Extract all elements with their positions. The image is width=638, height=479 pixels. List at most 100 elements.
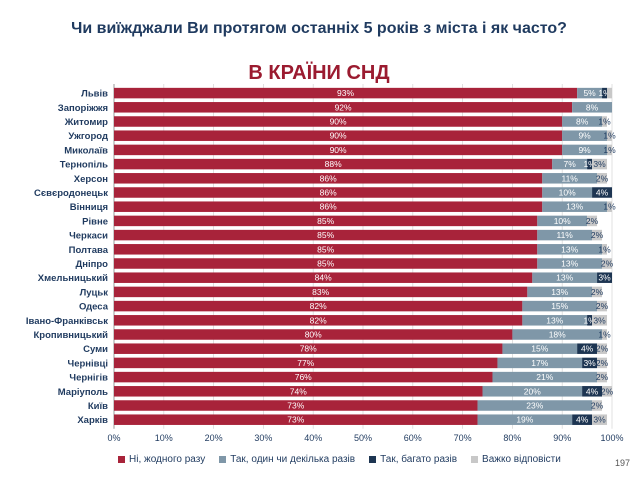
- category-label: Одеса: [79, 302, 109, 313]
- data-label: 2%: [596, 301, 609, 311]
- bar-segment: [582, 386, 603, 397]
- bar-segment: [542, 201, 608, 212]
- bar-segment: [114, 386, 483, 397]
- category-label: Черкаси: [69, 231, 108, 242]
- category-label: Вінниця: [70, 202, 108, 213]
- bar-segment: [114, 144, 563, 156]
- bar-segment: [597, 300, 608, 312]
- bar-segment: [512, 329, 603, 340]
- data-label: 1%: [598, 244, 611, 254]
- bar-segment: [114, 158, 553, 170]
- bar-segment: [114, 286, 528, 298]
- data-label: 90%: [330, 131, 347, 141]
- data-label: 85%: [317, 244, 334, 254]
- data-label: 4%: [596, 188, 609, 198]
- bar-segment: [602, 87, 608, 99]
- category-label: Тернопіль: [60, 160, 108, 171]
- bar-segment: [502, 343, 578, 354]
- category-label: Івано-Франківськ: [26, 316, 108, 327]
- data-label: 19%: [516, 415, 533, 425]
- legend-item: Важко відповісти: [471, 454, 561, 465]
- chart-subtitle: В КРАЇНИ СНД: [248, 62, 390, 84]
- category-label: Миколаїв: [64, 145, 108, 156]
- data-label: 20%: [524, 386, 541, 396]
- data-label: 17%: [531, 358, 548, 368]
- bar-segment: [114, 357, 498, 369]
- category-label: Сєвєродонецьк: [34, 188, 108, 199]
- data-label: 90%: [330, 145, 347, 155]
- category-label: Львів: [81, 89, 108, 100]
- bar-segment: [497, 357, 583, 369]
- category-label: Ужгород: [68, 131, 108, 142]
- data-label: 86%: [320, 188, 337, 198]
- bar-segment: [602, 244, 608, 255]
- data-label: 2%: [591, 401, 604, 411]
- data-label: 2%: [601, 259, 614, 269]
- data-label: 76%: [295, 372, 312, 382]
- x-tick-label: 10%: [155, 433, 173, 443]
- category-label: Запоріжжя: [58, 103, 108, 114]
- bar-segment: [482, 386, 583, 397]
- data-label: 13%: [556, 273, 573, 283]
- bar-segment: [114, 258, 538, 269]
- category-label: Суми: [83, 344, 108, 355]
- data-label: 83%: [312, 287, 329, 297]
- data-label: 73%: [287, 401, 304, 411]
- x-tick-label: 90%: [553, 433, 571, 443]
- data-label: 92%: [335, 102, 352, 112]
- bar-segment: [114, 102, 573, 113]
- bar-segment: [537, 229, 593, 241]
- legend-label: Так, один чи декілька разів: [230, 453, 356, 465]
- bar-segment: [597, 272, 612, 283]
- data-label: 13%: [561, 259, 578, 269]
- data-label: 82%: [310, 315, 327, 325]
- x-tick-label: 70%: [454, 433, 472, 443]
- bar-segment: [607, 87, 612, 99]
- data-label: 85%: [317, 216, 334, 226]
- category-label: Чернігів: [69, 373, 108, 384]
- bar-segment: [114, 300, 523, 312]
- data-label: 2%: [596, 358, 609, 368]
- bar-segment: [592, 158, 608, 170]
- category-label: Київ: [88, 401, 108, 412]
- data-label: 11%: [561, 173, 578, 183]
- data-label: 15%: [551, 301, 568, 311]
- bar-segment: [562, 116, 603, 127]
- data-label: 80%: [305, 330, 322, 340]
- bar-segment: [587, 158, 593, 170]
- data-label: 13%: [551, 287, 568, 297]
- category-label: Маріуполь: [58, 387, 108, 398]
- bar-segment: [114, 272, 533, 283]
- x-tick-label: 20%: [205, 433, 223, 443]
- legend-item: Так, багато разів: [369, 454, 457, 465]
- bar-segment: [477, 414, 573, 425]
- category-label: Рівне: [82, 216, 108, 227]
- data-label: 13%: [566, 202, 583, 212]
- data-label: 1%: [598, 117, 611, 127]
- data-label: 2%: [596, 173, 609, 183]
- bar-segment: [492, 371, 598, 383]
- bar-segment: [607, 201, 612, 212]
- data-label: 84%: [315, 273, 332, 283]
- legend-swatch: [118, 455, 125, 463]
- bar-segment: [114, 400, 478, 411]
- data-label: 10%: [559, 188, 576, 198]
- data-label: 4%: [586, 386, 599, 396]
- x-tick-label: 30%: [254, 433, 272, 443]
- data-label: 4%: [576, 415, 589, 425]
- data-label: 9%: [578, 145, 591, 155]
- legend-swatch: [219, 455, 227, 463]
- bar-segment: [577, 87, 603, 99]
- data-label: 1%: [598, 330, 611, 340]
- bar-segment: [602, 329, 608, 340]
- data-label: 2%: [591, 287, 604, 297]
- bar-segment: [114, 215, 538, 227]
- bar-segment: [537, 258, 603, 269]
- data-label: 86%: [320, 173, 337, 183]
- category-label: Кропивницький: [33, 330, 108, 341]
- bar-segment: [602, 386, 612, 397]
- bar-segment: [552, 158, 588, 170]
- bar-segment: [477, 400, 593, 411]
- data-label: 8%: [576, 117, 589, 127]
- data-label: 1%: [583, 315, 596, 325]
